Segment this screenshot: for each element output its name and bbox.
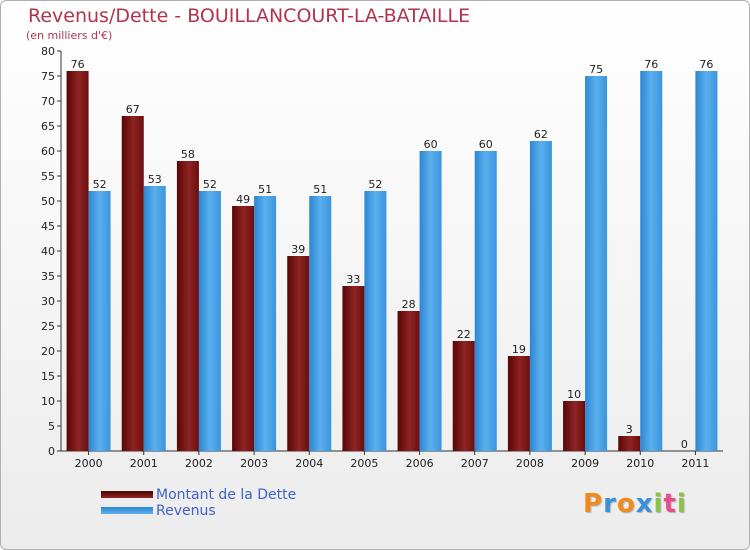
- revenue-value-label: 52: [203, 178, 217, 191]
- legend-label-revenue: Revenus: [156, 503, 216, 519]
- logo-letter: o: [616, 489, 636, 519]
- revenue-value-label: 53: [148, 173, 162, 186]
- y-tick-label: 0: [48, 445, 55, 458]
- debt-value-label: 0: [681, 438, 688, 451]
- x-tick-label: 2004: [295, 457, 323, 470]
- y-tick-label: 55: [41, 170, 55, 183]
- x-tick-label: 2001: [130, 457, 158, 470]
- debt-bar: [452, 341, 475, 451]
- revenue-value-label: 60: [424, 138, 438, 151]
- proxiti-logo: Proxiti: [583, 489, 687, 519]
- revenue-value-label: 52: [93, 178, 107, 191]
- revenue-bar: [254, 196, 277, 451]
- revenue-value-label: 76: [644, 58, 658, 71]
- legend-swatch-revenue: [101, 507, 153, 514]
- y-tick-label: 40: [41, 245, 55, 258]
- revenue-bar: [474, 151, 497, 451]
- chart-title: Revenus/Dette - BOUILLANCOURT-LA-BATAILL…: [28, 5, 471, 27]
- revenue-value-label: 60: [479, 138, 493, 151]
- y-tick-label: 20: [41, 345, 55, 358]
- revenue-value-label: 75: [589, 63, 603, 76]
- revenue-bar: [143, 186, 166, 451]
- x-tick-label: 2006: [406, 457, 434, 470]
- revenue-value-label: 62: [534, 128, 548, 141]
- logo-letter: t: [663, 489, 677, 519]
- revenue-value-label: 76: [699, 58, 713, 71]
- y-tick-label: 75: [41, 70, 55, 83]
- y-tick-label: 80: [41, 45, 55, 58]
- x-tick-label: 2011: [681, 457, 709, 470]
- debt-value-label: 49: [236, 193, 250, 206]
- revenue-bar: [309, 196, 332, 451]
- revenue-bar: [364, 191, 387, 451]
- debt-bar: [507, 356, 530, 451]
- y-tick-label: 25: [41, 320, 55, 333]
- revenue-bar: [640, 71, 663, 451]
- x-tick-label: 2007: [461, 457, 489, 470]
- debt-bar: [397, 311, 420, 451]
- y-tick-label: 60: [41, 145, 55, 158]
- logo-letter: i: [676, 489, 687, 519]
- legend-label-debt: Montant de la Dette: [156, 487, 297, 503]
- y-tick-label: 15: [41, 370, 55, 383]
- debt-bar: [176, 161, 199, 451]
- chart-subtitle: (en milliers d'€): [26, 29, 113, 42]
- x-tick-label: 2003: [240, 457, 268, 470]
- debt-bar: [66, 71, 89, 451]
- x-tick-label: 2002: [185, 457, 213, 470]
- logo-letter: r: [603, 489, 617, 519]
- debt-bar: [121, 116, 144, 451]
- debt-value-label: 58: [181, 148, 195, 161]
- revenue-bar: [585, 76, 608, 451]
- debt-value-label: 39: [291, 243, 305, 256]
- debt-bar: [618, 436, 641, 451]
- x-tick-label: 2010: [626, 457, 654, 470]
- debt-value-label: 10: [567, 388, 581, 401]
- y-tick-label: 65: [41, 120, 55, 133]
- debt-value-label: 33: [346, 273, 360, 286]
- debt-value-label: 22: [457, 328, 471, 341]
- y-tick-label: 70: [41, 95, 55, 108]
- debt-value-label: 76: [71, 58, 85, 71]
- x-tick-label: 2008: [516, 457, 544, 470]
- revenue-bar: [695, 71, 718, 451]
- legend-swatch-debt: [101, 491, 153, 498]
- revenue-bar: [198, 191, 221, 451]
- revenue-bar: [419, 151, 442, 451]
- logo-letter: i: [653, 489, 664, 519]
- revenue-value-label: 51: [313, 183, 327, 196]
- debt-bar: [342, 286, 365, 451]
- logo-letter: P: [583, 489, 604, 519]
- revenue-value-label: 52: [368, 178, 382, 191]
- y-tick-label: 30: [41, 295, 55, 308]
- debt-value-label: 19: [512, 343, 526, 356]
- revenue-value-label: 51: [258, 183, 272, 196]
- debt-bar: [287, 256, 310, 451]
- x-tick-label: 2000: [75, 457, 103, 470]
- y-tick-label: 10: [41, 395, 55, 408]
- y-tick-label: 50: [41, 195, 55, 208]
- y-tick-label: 35: [41, 270, 55, 283]
- debt-bar: [563, 401, 586, 451]
- debt-value-label: 28: [402, 298, 416, 311]
- debt-value-label: 67: [126, 103, 140, 116]
- revenue-bar: [529, 141, 552, 451]
- debt-bar: [232, 206, 255, 451]
- y-tick-label: 45: [41, 220, 55, 233]
- y-tick-label: 5: [48, 420, 55, 433]
- revenue-bar: [88, 191, 111, 451]
- logo-letter: x: [635, 489, 654, 519]
- x-tick-label: 2005: [350, 457, 378, 470]
- debt-value-label: 3: [626, 423, 633, 436]
- x-tick-label: 2009: [571, 457, 599, 470]
